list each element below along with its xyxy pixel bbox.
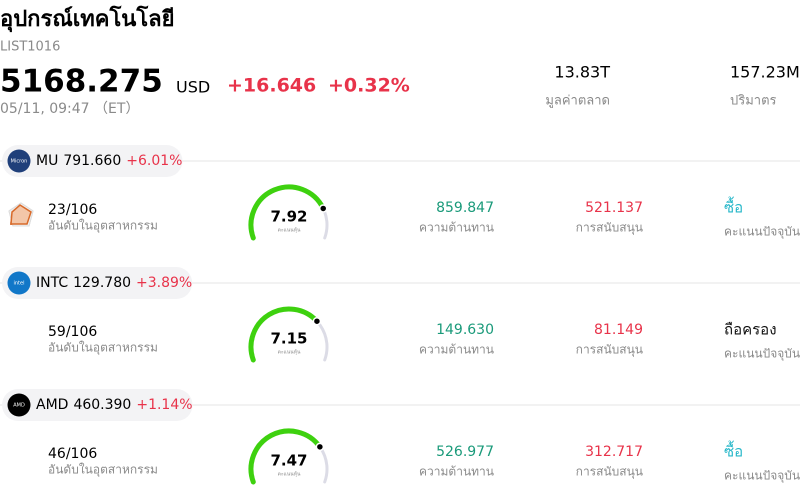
price: 5168.275 — [0, 64, 163, 100]
rank: 23/106 — [48, 202, 97, 218]
rank-label: อันดับในอุตสาหกรรม — [48, 219, 158, 234]
stock-change: +6.01% — [126, 153, 182, 169]
gauge-value — [248, 428, 323, 485]
rating-label: คะแนนปัจจุบัน — [724, 225, 800, 240]
rating: ซื้อ — [724, 441, 743, 461]
currency: USD — [176, 78, 210, 97]
gauge-dot — [318, 204, 328, 213]
volume-label: ปริมาตร — [730, 94, 777, 109]
logo-text: AMD — [13, 403, 25, 409]
market-cap: 13.83T — [554, 63, 610, 82]
score-label: คะแนนหุ้น — [278, 227, 301, 234]
volume: 157.23M — [730, 63, 800, 82]
resistance-label: ความต้านทาน — [419, 465, 494, 479]
stock-header: INTC 129.780 +3.89% — [36, 275, 192, 291]
rating: ซื้อ — [724, 197, 743, 217]
rank: 46/106 — [48, 446, 97, 462]
score-label: คะแนนหุ้น — [278, 471, 301, 478]
gauge-dot — [312, 316, 322, 326]
rating-label: คะแนนปัจจุบัน — [724, 347, 800, 362]
change-pct: +0.32% — [328, 75, 410, 97]
title: อุปกรณ์เทคโนโลยี — [0, 5, 175, 33]
support-label: การสนับสนุน — [576, 465, 643, 480]
resistance: 859.847 — [436, 200, 494, 216]
logo — [7, 393, 31, 417]
support-label: การสนับสนุน — [576, 221, 643, 236]
stock-pill[interactable] — [2, 267, 193, 299]
stock-price: 791.660 — [63, 153, 121, 169]
time: 05/11, 09:47 （ET） — [0, 101, 139, 117]
rating-label: คะแนนปัจจุบัน — [724, 469, 800, 484]
stock-price: 460.390 — [73, 397, 131, 413]
support-label: การสนับสนุน — [576, 343, 643, 358]
score: 7.92 — [270, 208, 307, 226]
logo — [7, 149, 31, 173]
score-label: คะแนนหุ้น — [278, 349, 301, 356]
stock-change: +3.89% — [136, 275, 192, 291]
resistance-label: ความต้านทาน — [419, 343, 494, 357]
stock-header: MU 791.660 +6.01% — [36, 153, 182, 169]
logo-text: Micron — [11, 159, 28, 165]
rank-label: อันดับในอุตสาหกรรม — [48, 463, 158, 478]
stock-change: +1.14% — [136, 397, 192, 413]
support: 521.137 — [585, 200, 643, 216]
ticker: AMD — [36, 397, 68, 413]
stock-price: 129.780 — [73, 275, 131, 291]
resistance-label: ความต้านทาน — [419, 221, 494, 235]
ticker: INTC — [36, 275, 68, 291]
change: +16.646 — [227, 75, 316, 97]
radar-icon — [10, 204, 32, 225]
score: 7.47 — [270, 452, 307, 470]
ticker: MU — [36, 153, 58, 169]
gauge-dot — [315, 442, 325, 452]
support: 81.149 — [594, 322, 643, 338]
gauge-value — [248, 306, 320, 363]
code: LIST1016 — [0, 40, 60, 55]
score: 7.15 — [270, 330, 307, 348]
rating: ถือครอง — [724, 321, 777, 339]
stock-pill[interactable] — [2, 145, 183, 177]
stock-pill[interactable] — [2, 389, 193, 421]
logo-text: intel — [14, 281, 25, 287]
resistance: 526.977 — [436, 444, 494, 460]
rank-label: อันดับในอุตสาหกรรม — [48, 341, 158, 356]
gauge-value — [248, 184, 326, 241]
resistance: 149.630 — [436, 322, 494, 338]
rank: 59/106 — [48, 324, 97, 340]
logo — [7, 271, 31, 295]
support: 312.717 — [585, 444, 643, 460]
stock-header: AMD 460.390 +1.14% — [36, 397, 193, 413]
market-cap-label: มูลค่าตลาด — [545, 94, 610, 109]
